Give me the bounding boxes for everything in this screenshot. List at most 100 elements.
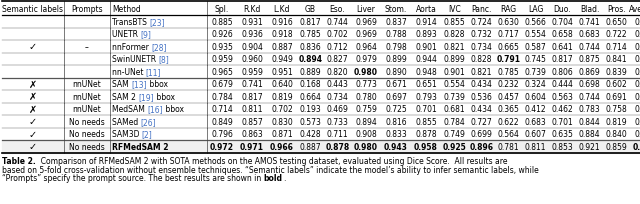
Text: 0.790: 0.790 <box>634 43 640 51</box>
Text: 0.899: 0.899 <box>444 55 465 64</box>
Text: 0.792: 0.792 <box>634 18 640 27</box>
Text: 0.817: 0.817 <box>300 18 321 27</box>
Text: SAM3D: SAM3D <box>112 130 142 139</box>
Text: SAMed: SAMed <box>112 117 141 126</box>
Text: 0.853: 0.853 <box>552 142 573 151</box>
Text: 0.828: 0.828 <box>444 30 465 39</box>
Text: 0.796: 0.796 <box>211 130 233 139</box>
Text: 0.785: 0.785 <box>300 30 321 39</box>
Text: 0.841: 0.841 <box>605 55 627 64</box>
Text: 0.563: 0.563 <box>552 92 573 101</box>
Text: No needs: No needs <box>69 130 105 139</box>
Text: 0.635: 0.635 <box>552 130 573 139</box>
Text: 0.751: 0.751 <box>634 130 640 139</box>
Text: .: . <box>283 174 285 183</box>
Text: 0.788: 0.788 <box>385 30 407 39</box>
Text: 0.773: 0.773 <box>355 80 377 89</box>
Text: bbox: bbox <box>154 92 175 101</box>
Text: Prompts: Prompts <box>71 4 103 13</box>
Text: 0.679: 0.679 <box>211 80 233 89</box>
Text: R.Kd: R.Kd <box>243 4 260 13</box>
Text: 0.901: 0.901 <box>444 67 465 76</box>
Text: 0.725: 0.725 <box>385 105 407 114</box>
Text: 0.762: 0.762 <box>634 30 640 39</box>
Text: 0.734: 0.734 <box>326 92 348 101</box>
Text: 0.880: 0.880 <box>634 55 640 64</box>
Text: SAM: SAM <box>112 80 131 89</box>
Text: 0.857: 0.857 <box>241 117 263 126</box>
Text: 0.640: 0.640 <box>271 80 293 89</box>
Text: 0.855: 0.855 <box>415 117 437 126</box>
Text: nn-UNet: nn-UNet <box>112 67 146 76</box>
Text: 0.869: 0.869 <box>579 67 600 76</box>
Text: 0.969: 0.969 <box>355 18 377 27</box>
Text: 0.714: 0.714 <box>211 105 233 114</box>
Text: No needs: No needs <box>69 117 105 126</box>
Text: 0.896: 0.896 <box>470 142 493 151</box>
Text: 0.717: 0.717 <box>498 30 520 39</box>
Text: 0.931: 0.931 <box>241 18 263 27</box>
Text: RAG: RAG <box>500 4 516 13</box>
Text: 0.849: 0.849 <box>211 117 233 126</box>
Text: 0.951: 0.951 <box>271 67 293 76</box>
Text: 0.908: 0.908 <box>355 130 377 139</box>
Text: nnUNet: nnUNet <box>72 105 101 114</box>
Text: 0.907: 0.907 <box>633 142 640 151</box>
Text: 0.871: 0.871 <box>271 130 293 139</box>
Text: 0.683: 0.683 <box>579 30 600 39</box>
Text: Duo.: Duo. <box>554 4 572 13</box>
Text: 0.875: 0.875 <box>579 55 600 64</box>
Text: 0.739: 0.739 <box>525 67 547 76</box>
Text: Eso.: Eso. <box>330 4 346 13</box>
Text: 0.745: 0.745 <box>525 55 547 64</box>
Text: 0.365: 0.365 <box>497 105 520 114</box>
Text: 0.884: 0.884 <box>579 130 600 139</box>
Text: 0.833: 0.833 <box>385 130 407 139</box>
Text: 0.921: 0.921 <box>579 142 600 151</box>
Text: 0.966: 0.966 <box>270 142 294 151</box>
Text: bbox: bbox <box>147 80 168 89</box>
Bar <box>2 28 640 41</box>
Text: 0.926: 0.926 <box>211 30 233 39</box>
Text: 0.959: 0.959 <box>211 55 233 64</box>
Text: 0.839: 0.839 <box>605 67 627 76</box>
Text: 0.901: 0.901 <box>415 43 437 51</box>
Text: 0.844: 0.844 <box>579 117 600 126</box>
Text: L.Kd: L.Kd <box>274 4 291 13</box>
Text: 0.741: 0.741 <box>579 18 600 27</box>
Text: Table 2.: Table 2. <box>2 157 36 166</box>
Text: 0.711: 0.711 <box>326 130 348 139</box>
Text: 0.444: 0.444 <box>552 80 573 89</box>
Text: nnUNet: nnUNet <box>72 92 101 101</box>
Text: 0.949: 0.949 <box>271 55 293 64</box>
Text: 0.658: 0.658 <box>552 30 573 39</box>
Text: 0.699: 0.699 <box>470 130 492 139</box>
Text: 0.899: 0.899 <box>385 55 407 64</box>
Text: 0.811: 0.811 <box>241 105 263 114</box>
Text: 0.793: 0.793 <box>415 92 437 101</box>
Text: 0.443: 0.443 <box>326 80 348 89</box>
Text: 0.964: 0.964 <box>355 43 377 51</box>
Text: 0.536: 0.536 <box>470 92 492 101</box>
Bar <box>2 128 640 140</box>
Text: 0.821: 0.821 <box>444 43 465 51</box>
Text: 0.538: 0.538 <box>634 80 640 89</box>
Text: 0.894: 0.894 <box>355 117 377 126</box>
Text: [9]: [9] <box>140 30 151 39</box>
Text: 0.936: 0.936 <box>241 30 263 39</box>
Text: Comparison of RFMedSAM 2 with SOTA methods on the AMOS testing dataset, evaluate: Comparison of RFMedSAM 2 with SOTA metho… <box>36 157 508 166</box>
Text: 0.701: 0.701 <box>415 105 437 114</box>
Text: 0.944: 0.944 <box>415 55 437 64</box>
Text: 0.971: 0.971 <box>240 142 264 151</box>
Text: ✗: ✗ <box>29 104 37 114</box>
Text: No needs: No needs <box>69 142 105 151</box>
Text: 0.759: 0.759 <box>355 105 377 114</box>
Text: 0.878: 0.878 <box>415 130 437 139</box>
Text: Spl.: Spl. <box>215 4 229 13</box>
Text: nnUNet: nnUNet <box>72 80 101 89</box>
Text: 0.980: 0.980 <box>354 142 378 151</box>
Text: UNETR: UNETR <box>112 30 140 39</box>
Text: 0.887: 0.887 <box>271 43 293 51</box>
Text: 0.602: 0.602 <box>605 80 627 89</box>
Text: 0.965: 0.965 <box>211 67 233 76</box>
